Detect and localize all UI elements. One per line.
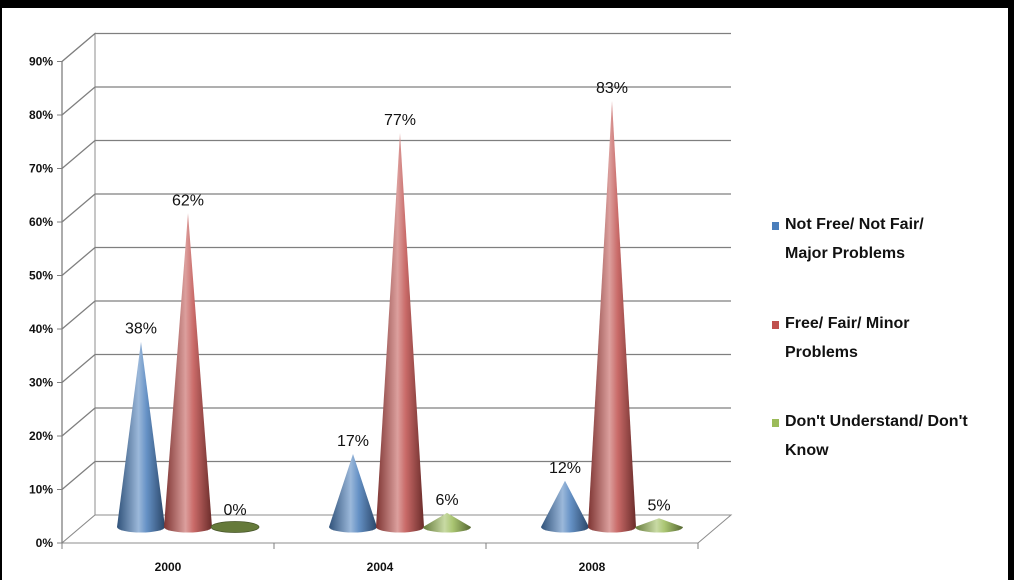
data-label: 38%: [125, 321, 157, 338]
y-tick-label: 20%: [29, 429, 53, 443]
cone-don-t-understand-don-t-know-2008: [635, 518, 683, 533]
legend-item-not-free-not-fair-major-problems: Not Free/ Not Fair/Major Problems: [772, 216, 924, 262]
y-tick-label: 30%: [29, 376, 53, 390]
legend-item-free-fair-minor-problems: Free/ Fair/ Minor Problems: [772, 315, 909, 361]
y-tick-label: 40%: [29, 322, 53, 336]
legend-label: Major Problems: [785, 245, 905, 262]
x-tick-label: 2000: [155, 560, 182, 574]
cones: [117, 100, 683, 533]
data-label: 17%: [337, 433, 369, 450]
y-tick-label: 50%: [29, 269, 53, 283]
data-labels: 38% 17% 12% 62% 77% 83% 0% 6% 5%: [125, 80, 671, 519]
cone-don-t-understand-don-t-know-2000: [210, 521, 260, 533]
legend-swatch: [772, 419, 779, 427]
legend-label: Know: [785, 442, 829, 459]
y-tick-label: 10%: [29, 483, 53, 497]
y-tick-label: 0%: [36, 536, 54, 550]
gridline: [61, 32, 731, 62]
gridline: [61, 460, 731, 490]
cone-don-t-understand-don-t-know-2004: [423, 512, 471, 533]
data-label: 0%: [223, 502, 246, 519]
gridline: [61, 86, 731, 116]
legend-label: Not Free/ Not Fair/: [785, 216, 924, 233]
cone-free-fair-minor-problems-2008: [588, 100, 636, 533]
x-axis-ticks: 2000 2004 2008: [61, 543, 699, 574]
y-axis-ticks: 0% 10% 20% 30% 40% 50% 60% 70% 80% 90%: [29, 55, 63, 550]
gridline: [61, 193, 731, 223]
legend-label: Problems: [785, 344, 858, 361]
data-label: 77%: [384, 112, 416, 129]
x-tick-label: 2004: [367, 560, 394, 574]
y-tick-label: 60%: [29, 215, 53, 229]
gridline: [61, 246, 731, 276]
cone-free-fair-minor-problems-2000: [164, 213, 212, 533]
legend-item-don-t-understand-don-t-know: Don't Understand/ Don't Know: [772, 413, 968, 459]
gridline: [61, 353, 731, 383]
cone-free-fair-minor-problems-2004: [376, 133, 424, 533]
y-tick-label: 70%: [29, 162, 53, 176]
cone-not-free-not-fair-major-problems-2004: [329, 454, 377, 533]
legend-swatch: [772, 222, 779, 230]
cone-not-free-not-fair-major-problems-2008: [541, 480, 589, 533]
legend-swatch: [772, 321, 779, 329]
data-label: 6%: [435, 492, 458, 509]
y-tick-label: 80%: [29, 108, 53, 122]
legend-label: Don't Understand/ Don't: [785, 413, 968, 430]
gridlines: [61, 32, 731, 490]
data-label: 83%: [596, 80, 628, 97]
legend-label: Free/ Fair/ Minor: [785, 315, 909, 332]
side-wall: [61, 32, 96, 545]
data-label: 12%: [549, 460, 581, 477]
data-label: 62%: [172, 192, 204, 209]
x-tick-label: 2008: [579, 560, 606, 574]
gridline: [61, 300, 731, 330]
gridline: [61, 407, 731, 437]
y-tick-label: 90%: [29, 55, 53, 69]
data-label: 5%: [647, 497, 670, 514]
legend: Not Free/ Not Fair/Major Problems Free/ F…: [772, 216, 968, 459]
cone-not-free-not-fair-major-problems-2000: [117, 341, 165, 533]
gridline: [61, 139, 731, 169]
